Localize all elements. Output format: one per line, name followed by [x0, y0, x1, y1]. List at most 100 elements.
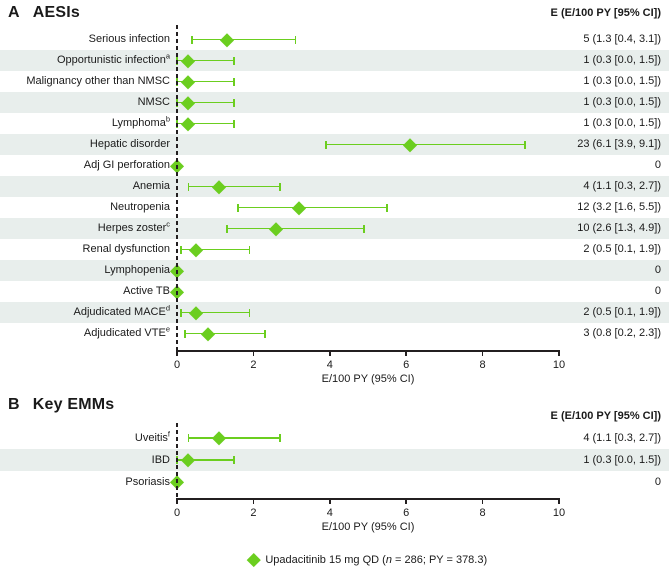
forest-row: Malignancy other than NMSC 1 (0.3 [0.0, 1… [0, 71, 669, 92]
panel-b-label: B [8, 396, 20, 413]
forest-row: Lymphopenia 0 [0, 260, 669, 281]
forest-row: Active TB 0 [0, 281, 669, 302]
panel-a-label: A [8, 4, 20, 21]
row-label-superscript: e [165, 324, 170, 334]
ci-cap-left [237, 203, 240, 212]
row-label: Active TB [123, 285, 170, 297]
forest-row: Adjudicated VTEe 3 (0.8 [0.2, 2.3]) [0, 323, 669, 344]
row-label: Psoriasis [125, 476, 170, 488]
ci-bar [177, 122, 235, 125]
row-value: 10 (2.6 [1.3, 4.9]) [577, 222, 661, 234]
legend-label: Upadacitinib 15 mg QD (n = 286; PY = 378… [265, 554, 487, 566]
ci-bar [325, 143, 525, 146]
ci-cap-left [179, 245, 182, 254]
row-label: Hepatic disorder [89, 138, 170, 150]
row-label: Lymphopenia [104, 264, 170, 276]
legend: Upadacitinib 15 mg QD (n = 286; PY = 378… [177, 552, 559, 568]
point-estimate-diamond-icon [403, 137, 417, 152]
row-label: Uveitisf [134, 429, 170, 444]
x-axis-tick-label: 0 [173, 507, 181, 519]
row-value: 23 (6.1 [3.9, 9.1]) [577, 138, 661, 150]
row-label: IBD [151, 454, 170, 466]
ci-bar [177, 80, 235, 83]
x-axis-tick-label: 10 [552, 507, 566, 519]
ci-bar [226, 227, 365, 230]
ci-bar [180, 311, 250, 314]
ci-cap-right [294, 35, 297, 44]
row-value: 2 (0.5 [0.1, 1.9]) [583, 243, 661, 255]
x-axis-tick [329, 498, 331, 504]
panel-a-header: A AESIs [8, 4, 80, 22]
x-axis-tick-label: 0 [173, 359, 181, 371]
row-value: 4 (1.1 [0.3, 2.7]) [583, 432, 661, 444]
ci-cap-right [363, 224, 366, 233]
ci-cap-left [187, 434, 190, 442]
row-label: Adjudicated MACEd [73, 303, 171, 318]
row-value: 4 (1.1 [0.3, 2.7]) [583, 180, 661, 192]
ci-cap-right [233, 77, 236, 86]
row-label: Adj GI perforation [83, 159, 170, 171]
row-label-superscript: f [167, 429, 170, 439]
ci-cap-left [225, 224, 228, 233]
point-estimate-diamond-icon [212, 431, 226, 445]
forest-row: Lymphomab 1 (0.3 [0.0, 1.5]) [0, 113, 669, 134]
ci-bar [177, 459, 235, 461]
legend-n-italic: n [385, 554, 392, 566]
forest-row: Herpes zosterc 10 (2.6 [1.3, 4.9]) [0, 218, 669, 239]
x-axis-tick-label: 2 [250, 359, 257, 371]
row-label: NMSC [137, 96, 170, 108]
ci-bar [238, 206, 388, 209]
forest-row: Anemia 4 (1.1 [0.3, 2.7]) [0, 176, 669, 197]
row-label: Anemia [132, 180, 170, 192]
row-value: 5 (1.3 [0.4, 3.1]) [583, 33, 661, 45]
ci-cap-left [191, 35, 194, 44]
row-value: 0 [654, 159, 661, 171]
x-axis-tick [481, 498, 484, 504]
forest-row: Neutropenia 12 (3.2 [1.6, 5.5]) [0, 197, 669, 218]
ci-bar [188, 437, 281, 439]
forest-row: IBD 1 (0.3 [0.0, 1.5]) [0, 449, 669, 471]
ci-cap-left [183, 329, 186, 338]
value-column-header-a: E (E/100 PY [95% CI]) [550, 7, 661, 19]
forest-row: Adjudicated MACEd 2 (0.5 [0.1, 1.9]) [0, 302, 669, 323]
ci-cap-right [233, 56, 236, 65]
x-axis-tick-label: 4 [326, 359, 333, 371]
ci-cap-right [386, 203, 388, 212]
zero-reference-line [176, 423, 178, 498]
x-axis-tick-label: 8 [479, 359, 486, 371]
point-estimate-diamond-icon [219, 32, 234, 47]
x-axis-tick-label: 2 [250, 507, 257, 519]
x-axis-line [177, 498, 559, 500]
point-estimate-diamond-icon [181, 74, 196, 89]
forest-row: Uveitisf 4 (1.1 [0.3, 2.7]) [0, 427, 669, 449]
row-label: Lymphomab [111, 114, 170, 129]
panel-b-header: B Key EMMs [8, 396, 114, 414]
point-estimate-diamond-icon [189, 242, 203, 257]
row-label: Renal dysfunction [82, 243, 170, 255]
point-estimate-diamond-icon [212, 179, 226, 194]
zero-reference-line [176, 25, 178, 350]
x-axis-tick [405, 498, 407, 504]
row-label-superscript: a [165, 51, 170, 61]
ci-cap-right [523, 140, 526, 149]
value-column-header-b: E (E/100 PY [95% CI]) [550, 410, 661, 422]
ci-bar [177, 59, 235, 62]
row-label: Malignancy other than NMSC [26, 75, 170, 87]
point-estimate-diamond-icon [181, 116, 196, 131]
row-value: 1 (0.3 [0.0, 1.5]) [583, 75, 661, 87]
panel-b-title: Key EMMs [32, 396, 115, 413]
point-estimate-diamond-icon [269, 221, 284, 236]
forest-row: Opportunistic infectiona 1 (0.3 [0.0, 1.5… [0, 50, 669, 71]
x-axis-tick [176, 498, 178, 504]
x-axis-tick [252, 498, 255, 504]
ci-bar [184, 332, 265, 335]
ci-bar [180, 248, 250, 251]
forest-row: Adj GI perforation 0 [0, 155, 669, 176]
x-axis-tick [252, 350, 255, 356]
x-axis-line [177, 350, 559, 352]
row-value: 2 (0.5 [0.1, 1.9]) [583, 306, 661, 318]
point-estimate-diamond-icon [181, 453, 196, 467]
row-value: 0 [654, 264, 661, 276]
ci-cap-left [325, 140, 327, 149]
